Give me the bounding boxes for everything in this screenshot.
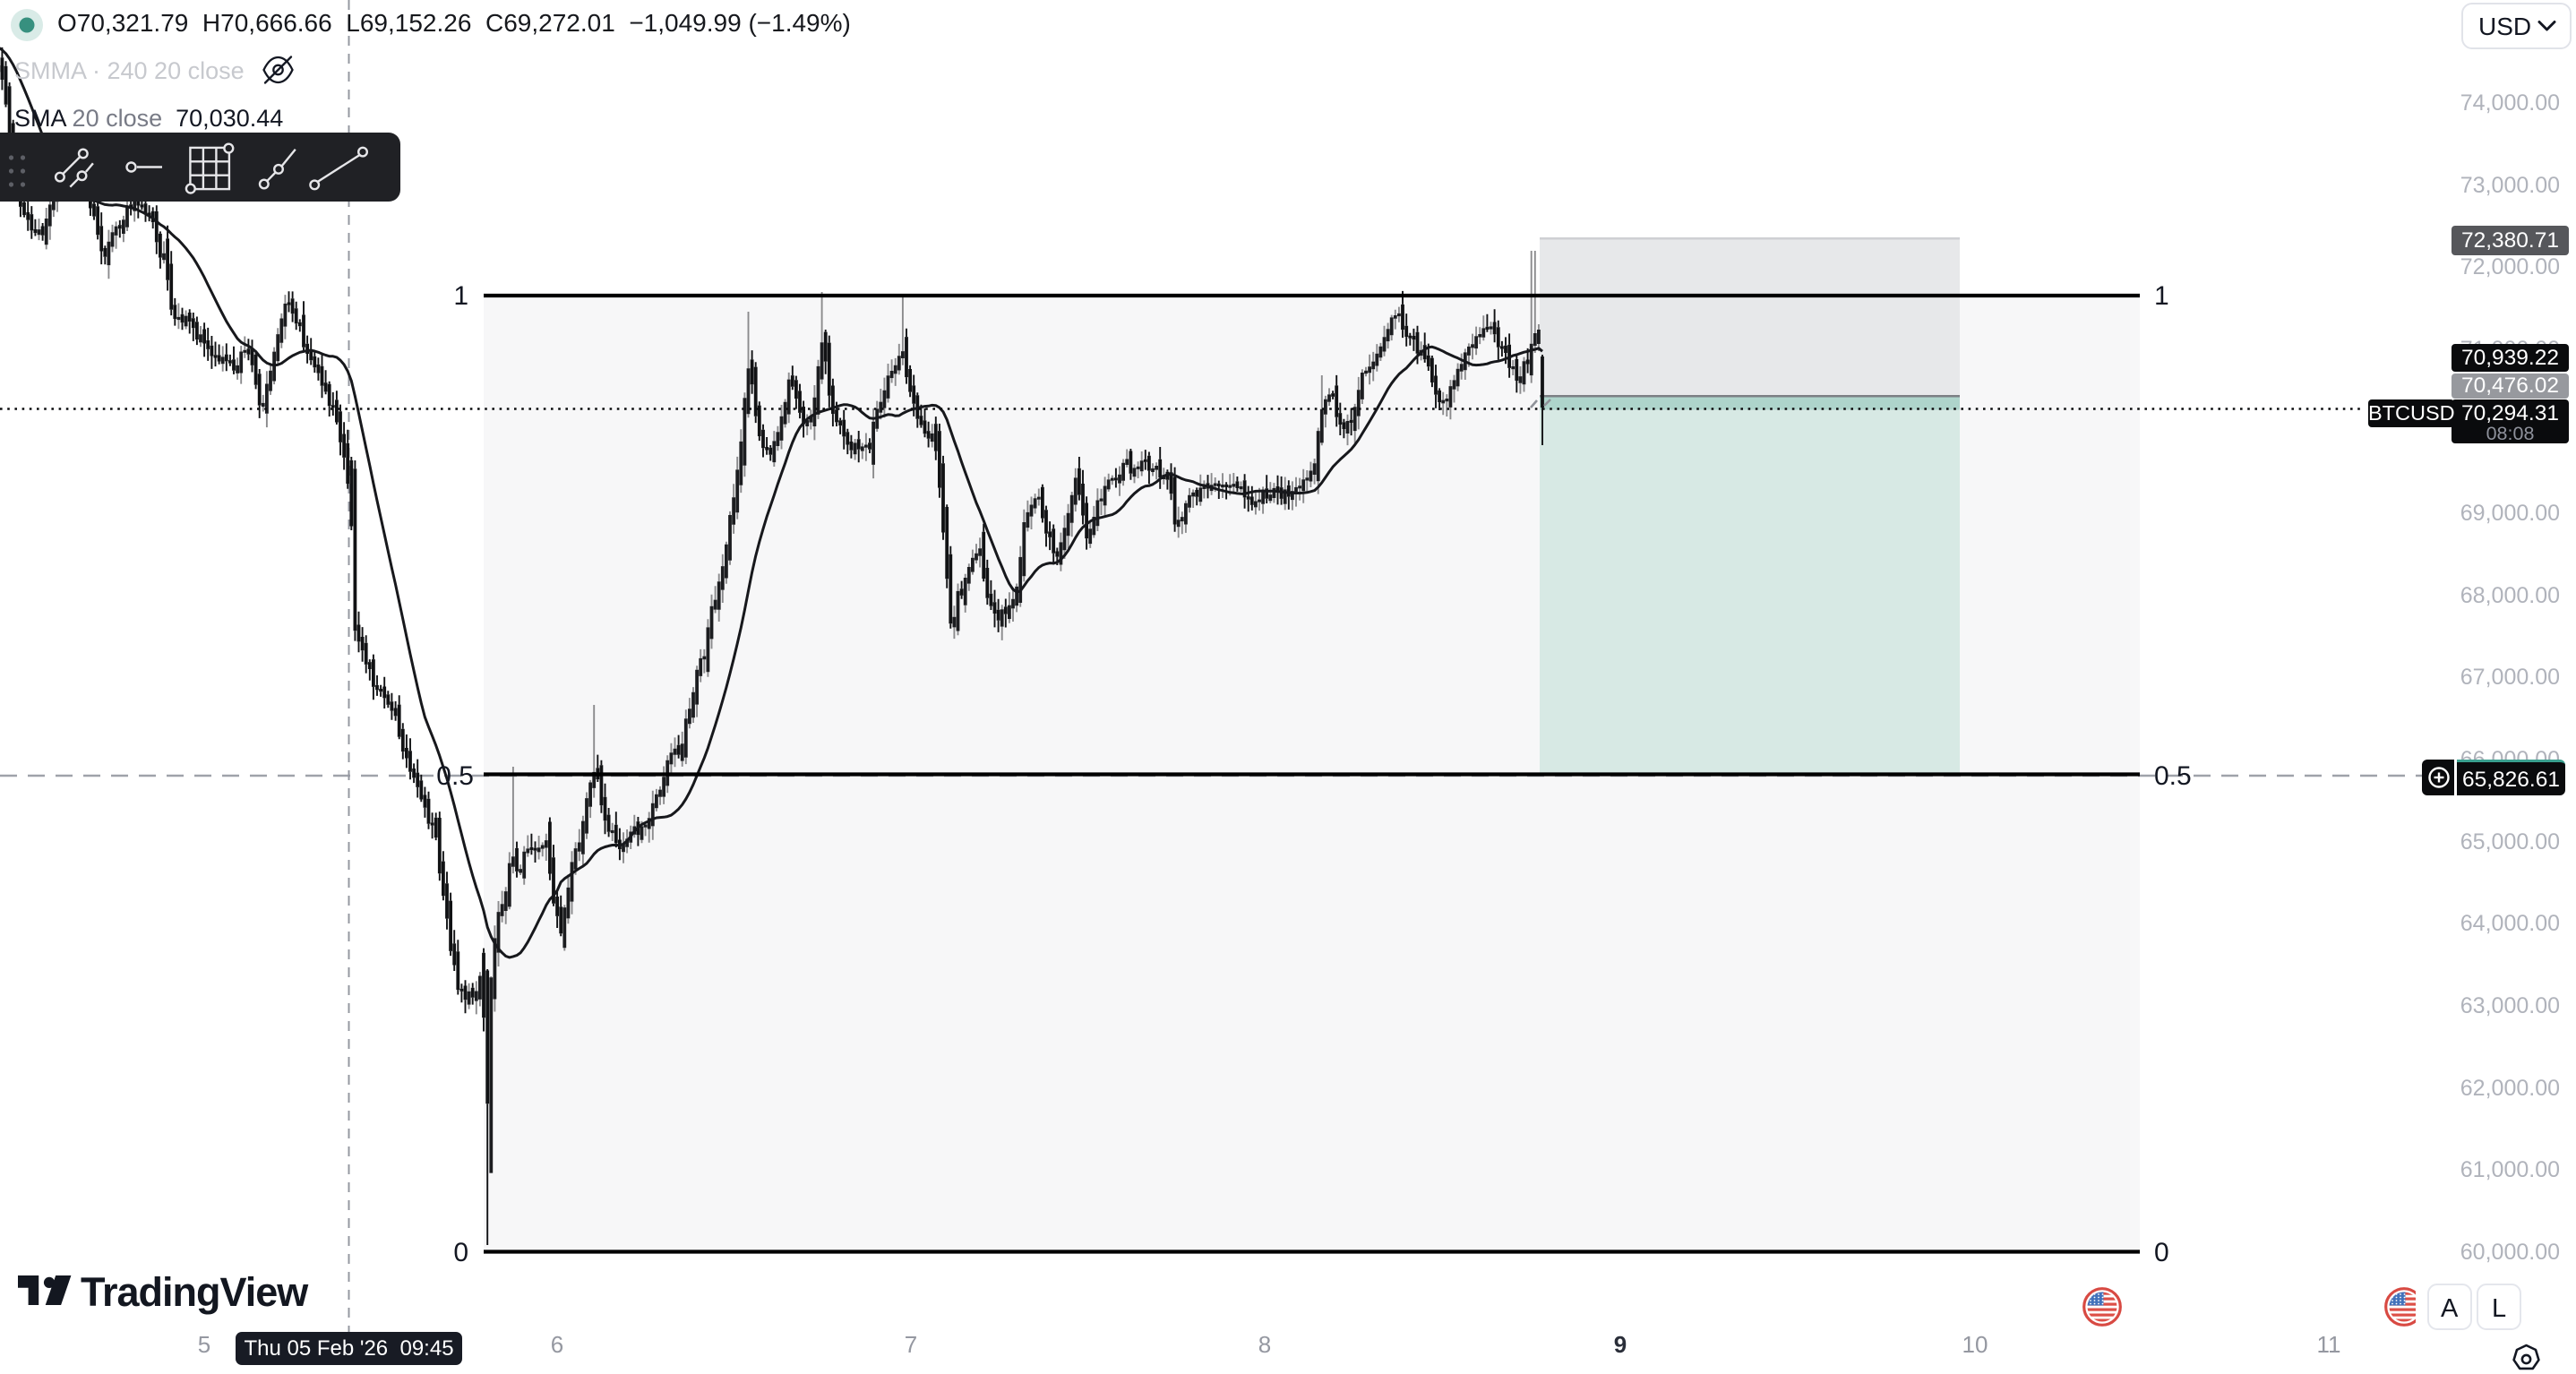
svg-text:0.5: 0.5 (436, 761, 474, 791)
svg-text:TradingView: TradingView (81, 1269, 309, 1315)
svg-text:USD: USD (2478, 13, 2531, 40)
svg-text:1: 1 (2154, 281, 2169, 311)
svg-text:A: A (2441, 1294, 2459, 1323)
svg-text:0.5: 0.5 (2154, 761, 2192, 791)
svg-text:0: 0 (2154, 1238, 2169, 1267)
svg-text:L: L (2492, 1294, 2506, 1323)
svg-text:1: 1 (453, 281, 468, 311)
svg-text:0: 0 (453, 1238, 468, 1267)
